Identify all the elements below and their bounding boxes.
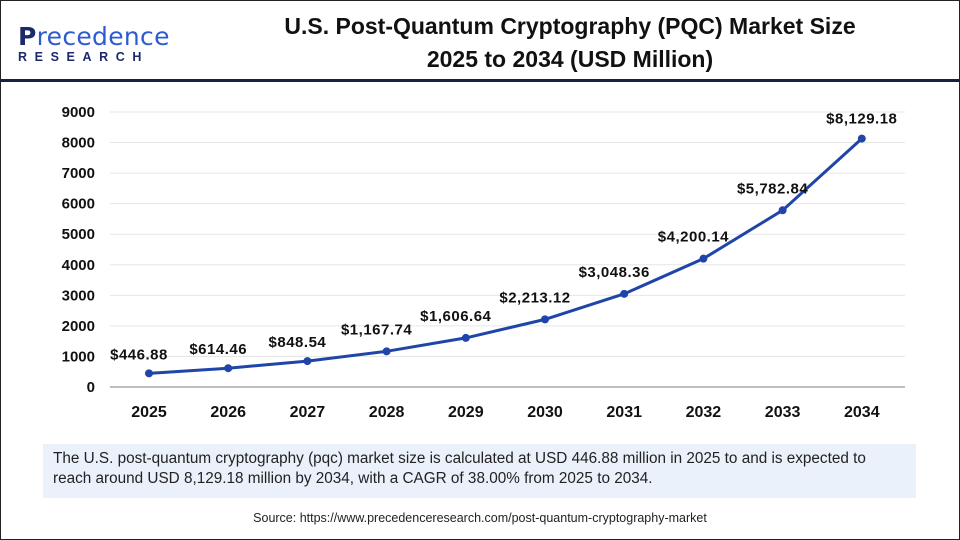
x-tick-label: 2032 bbox=[686, 404, 722, 421]
data-point bbox=[145, 369, 153, 378]
x-tick-label: 2025 bbox=[131, 404, 167, 421]
y-tick-label: 5000 bbox=[62, 226, 95, 243]
x-tick-label: 2028 bbox=[369, 404, 405, 421]
data-label: $3,048.36 bbox=[579, 264, 650, 281]
title-line-1: U.S. Post-Quantum Cryptography (PQC) Mar… bbox=[284, 13, 856, 39]
x-tick-label: 2029 bbox=[448, 404, 484, 421]
x-tick-label: 2030 bbox=[527, 404, 563, 421]
title-line-2: 2025 to 2034 (USD Million) bbox=[426, 46, 714, 72]
y-tick-label: 2000 bbox=[62, 318, 95, 335]
series-line bbox=[148, 137, 863, 375]
data-label: $4,200.14 bbox=[658, 229, 729, 246]
data-label: $446.88 bbox=[110, 346, 168, 363]
data-label: $1,167.74 bbox=[341, 321, 412, 338]
description-box: The U.S. post-quantum cryptography (pqc)… bbox=[43, 444, 916, 498]
y-tick-label: 3000 bbox=[62, 287, 95, 304]
y-tick-label: 0 bbox=[87, 379, 95, 396]
y-tick-label: 1000 bbox=[62, 348, 95, 365]
data-point bbox=[303, 357, 312, 366]
y-tick-label: 9000 bbox=[62, 104, 95, 121]
precedence-research-logo: Precedence RESEARCH bbox=[18, 22, 170, 65]
y-tick-label: 4000 bbox=[62, 257, 95, 274]
data-label: $614.46 bbox=[189, 341, 247, 358]
x-tick-label: 2034 bbox=[844, 404, 880, 421]
data-label: $8,129.18 bbox=[826, 111, 897, 128]
x-tick-label: 2033 bbox=[765, 404, 801, 421]
y-tick-label: 7000 bbox=[62, 165, 95, 182]
x-tick-label: 2031 bbox=[606, 404, 642, 421]
data-point bbox=[224, 364, 233, 373]
data-label: $1,606.64 bbox=[420, 308, 491, 325]
y-tick-label: 8000 bbox=[62, 135, 95, 152]
x-tick-label: 2027 bbox=[290, 404, 326, 421]
data-label: $5,782.84 bbox=[737, 180, 808, 197]
data-point bbox=[699, 254, 708, 263]
x-tick-label: 2026 bbox=[210, 404, 246, 421]
data-point bbox=[620, 289, 629, 298]
data-point bbox=[382, 347, 391, 356]
data-label: $848.54 bbox=[269, 334, 327, 351]
data-label: $2,213.12 bbox=[499, 289, 570, 306]
data-point bbox=[857, 134, 866, 143]
header-divider bbox=[1, 79, 959, 82]
source-text: Source: https://www.precedenceresearch.c… bbox=[253, 511, 707, 525]
data-point bbox=[461, 333, 470, 342]
chart-title: U.S. Post-Quantum Cryptography (PQC) Mar… bbox=[200, 10, 940, 76]
data-point bbox=[778, 206, 787, 215]
data-point bbox=[541, 315, 549, 324]
y-tick-label: 6000 bbox=[62, 196, 95, 213]
